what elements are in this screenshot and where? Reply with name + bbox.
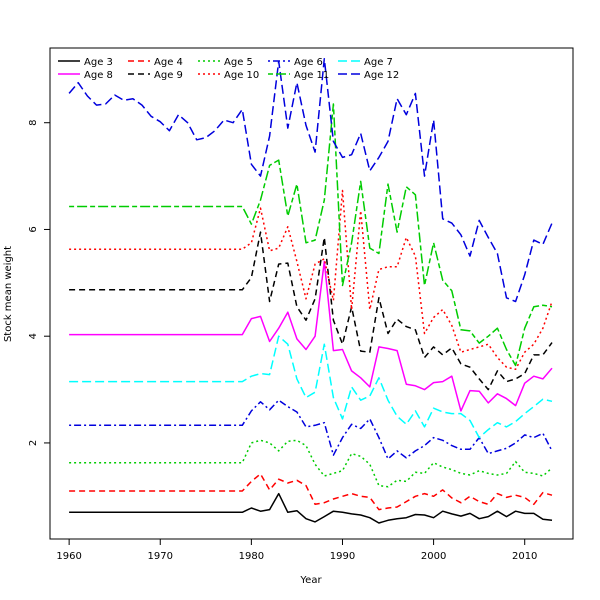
legend-label: Age 7 bbox=[364, 57, 393, 68]
legend: Age 3 Age 4 Age 5 Age 6 Age 7 Age 8 Age 9 Age 1… bbox=[58, 57, 399, 81]
y-tick-label: 2 bbox=[28, 440, 39, 446]
series-line-age-6 bbox=[69, 399, 553, 460]
x-axis: 1960 1970 1980 1990 2000 2010 bbox=[56, 539, 537, 562]
series-line-age-8 bbox=[69, 260, 553, 412]
x-tick-label: 2010 bbox=[512, 551, 537, 562]
legend-label: Age 8 bbox=[84, 70, 113, 81]
plot-border bbox=[49, 47, 574, 540]
series-line-age-12 bbox=[68, 57, 553, 303]
y-tick-label: 4 bbox=[28, 333, 39, 339]
y-axis: 2 4 6 8 bbox=[28, 120, 50, 446]
legend-label: Age 11 bbox=[294, 70, 329, 81]
series-line-age-10 bbox=[69, 189, 553, 371]
series-layer bbox=[68, 57, 553, 524]
series-line-age-5 bbox=[69, 439, 553, 488]
x-tick-label: 1970 bbox=[148, 551, 173, 562]
legend-label: Age 4 bbox=[154, 57, 183, 68]
x-axis-title: Year bbox=[299, 575, 322, 586]
legend-label: Age 9 bbox=[154, 70, 183, 81]
y-tick-label: 6 bbox=[28, 226, 39, 232]
legend-label: Age 5 bbox=[224, 57, 253, 68]
series-line-age-9 bbox=[69, 231, 553, 391]
legend-label: Age 10 bbox=[224, 70, 259, 81]
series-line-age-3 bbox=[69, 492, 553, 524]
series-line-age-4 bbox=[69, 473, 553, 511]
x-tick-label: 1980 bbox=[239, 551, 264, 562]
series-line-age-11 bbox=[69, 103, 553, 367]
series-line-age-7 bbox=[69, 335, 553, 439]
y-tick-label: 8 bbox=[28, 120, 39, 126]
x-tick-label: 2000 bbox=[421, 551, 446, 562]
legend-label: Age 12 bbox=[364, 70, 399, 81]
y-axis-title: Stock mean weight bbox=[3, 246, 14, 342]
legend-label: Age 6 bbox=[294, 57, 323, 68]
x-tick-label: 1990 bbox=[330, 551, 355, 562]
legend-label: Age 3 bbox=[84, 57, 113, 68]
x-tick-label: 1960 bbox=[56, 551, 81, 562]
